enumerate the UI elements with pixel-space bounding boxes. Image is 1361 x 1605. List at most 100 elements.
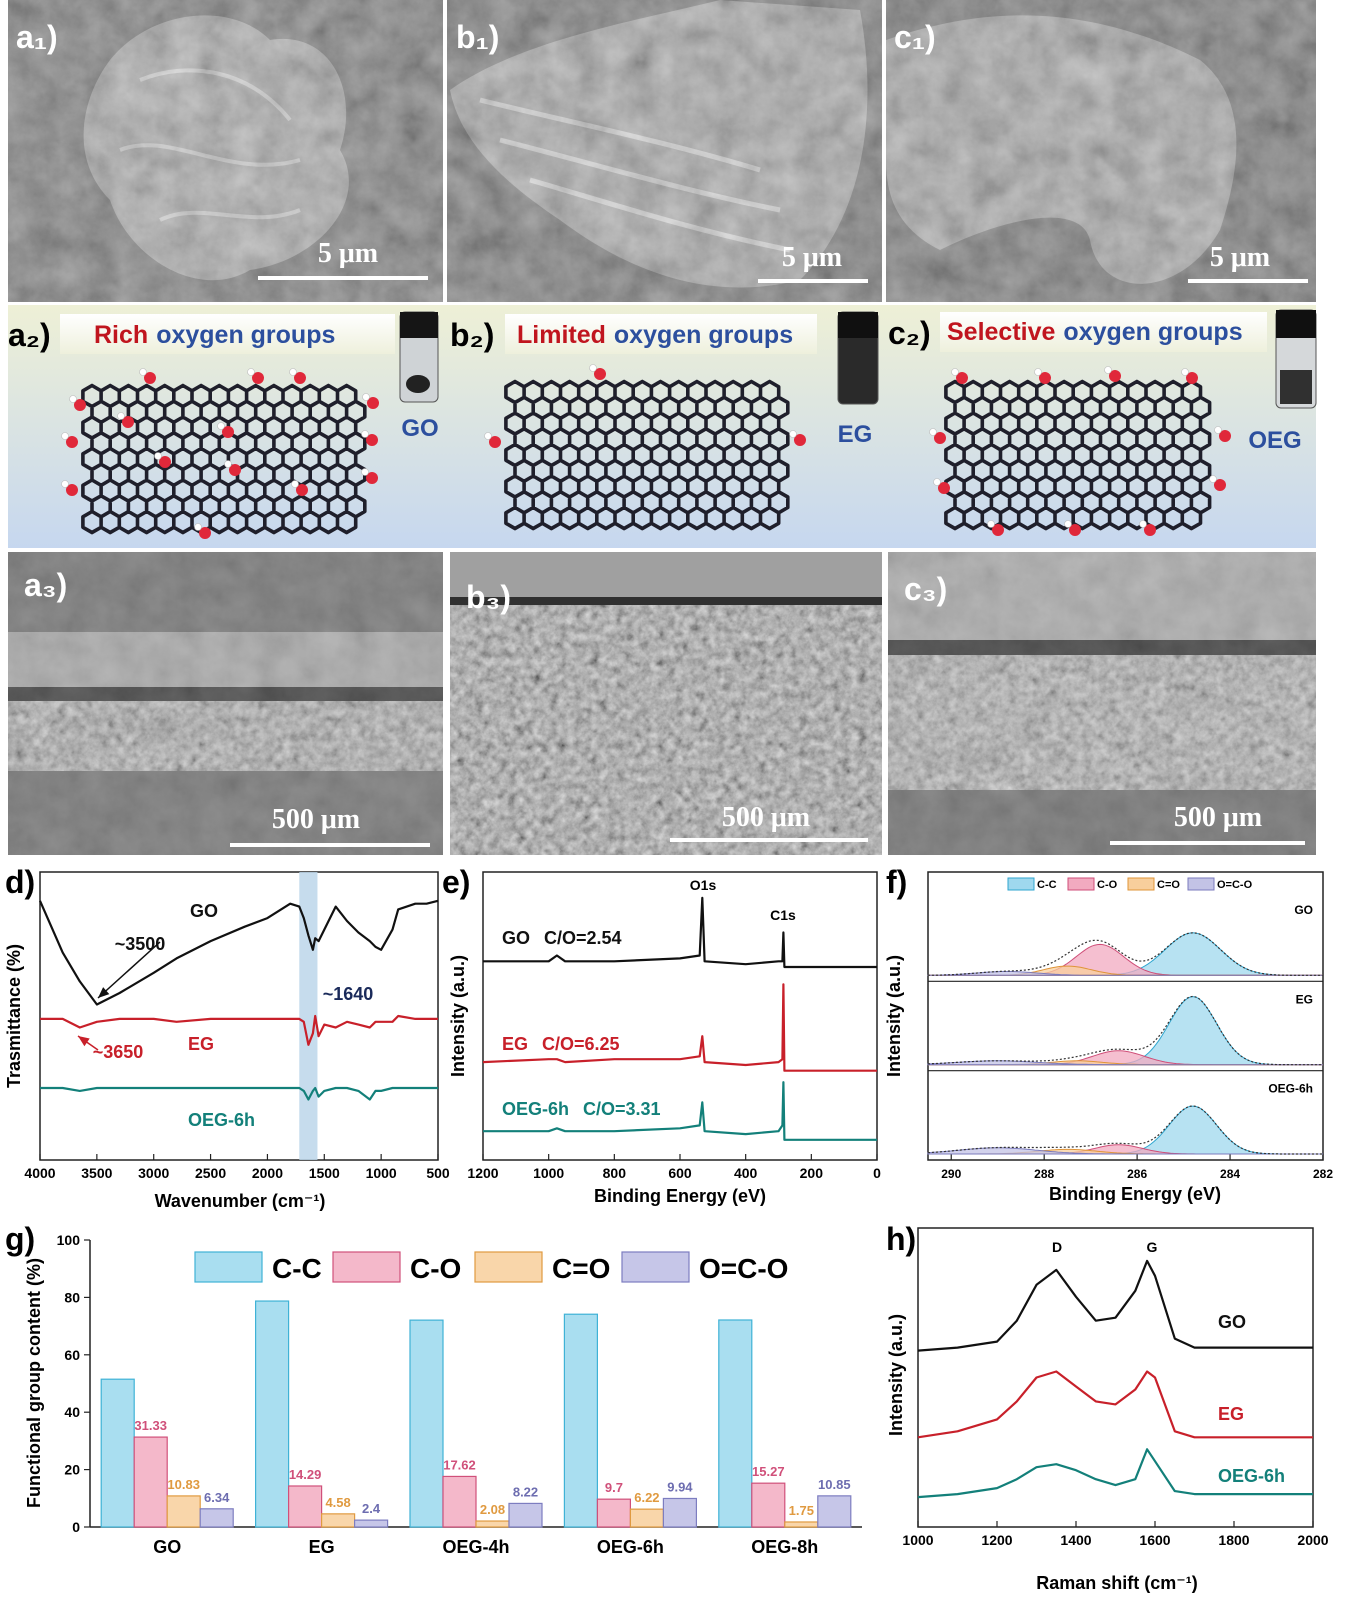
value-label: 2.08	[480, 1502, 505, 1517]
oxygen-atom	[992, 524, 1004, 536]
x-tick-label: 2000	[252, 1165, 283, 1181]
x-tick-label: EG	[309, 1537, 335, 1557]
hydrogen-atom	[789, 430, 797, 438]
oxygen-atom	[1186, 372, 1198, 384]
sem-image	[8, 552, 443, 855]
panel-label: h)	[886, 1221, 916, 1257]
legend-label: C-O	[1097, 879, 1118, 891]
hydrogen-atom	[1181, 368, 1189, 376]
bar	[409, 1319, 444, 1528]
series-name: GO	[190, 901, 218, 921]
series-label: OEG-6h	[1218, 1466, 1285, 1486]
oxygen-atom	[1219, 430, 1231, 442]
title-rest: oxygen groups	[156, 321, 335, 349]
value-label: 9.94	[667, 1479, 693, 1494]
vial	[837, 311, 879, 405]
y-tick-label: 80	[64, 1289, 80, 1305]
series-label: GO	[1218, 1312, 1246, 1332]
series-name: OEG-6h	[188, 1110, 255, 1130]
hydrogen-atom	[1139, 520, 1147, 528]
title-emphasis: Limited	[517, 321, 606, 349]
scale-bar-label: 500 μm	[272, 804, 360, 835]
value-label: 2.4	[362, 1501, 381, 1516]
x-tick-label: 282	[1313, 1167, 1333, 1181]
value-label: 4.58	[325, 1495, 350, 1510]
graphene-lattice	[944, 379, 1212, 531]
bar	[199, 1508, 234, 1528]
hydrogen-atom	[291, 480, 299, 488]
oxygen-atom	[159, 456, 171, 468]
peak-label: C1s	[770, 907, 796, 923]
legend-label: O=C-O	[699, 1253, 788, 1284]
panel-label: g)	[5, 1221, 35, 1257]
oxygen-atom	[489, 436, 501, 448]
bar	[751, 1482, 786, 1528]
bar	[321, 1513, 356, 1528]
oxygen-atom	[1109, 370, 1121, 382]
oxygen-atom	[594, 368, 606, 380]
x-tick-label: 1000	[533, 1165, 564, 1181]
title-emphasis: Rich	[94, 321, 148, 349]
hydrogen-atom	[1214, 426, 1222, 434]
oxygen-atom	[938, 482, 950, 494]
legend-swatch	[474, 1251, 543, 1283]
legend-swatch	[621, 1251, 690, 1283]
oxygen-atom	[144, 372, 156, 384]
series-name: EG	[188, 1034, 214, 1054]
title-emphasis: Selective	[947, 318, 1056, 346]
legend-label: C-O	[410, 1253, 461, 1284]
y-axis-label: Trasmittance (%)	[4, 944, 24, 1088]
series-line	[917, 1259, 1313, 1352]
series-label: GO C/O=2.54	[502, 928, 622, 948]
x-tick-label: 600	[668, 1165, 692, 1181]
hydrogen-atom	[69, 395, 77, 403]
hydrogen-atom	[1034, 368, 1042, 376]
series-name: GO	[1218, 1312, 1246, 1332]
x-axis-label: Wavenumber (cm⁻¹)	[155, 1191, 326, 1211]
oxygen-atom	[229, 464, 241, 476]
hydrogen-atom	[289, 368, 297, 376]
panel-label: c₂)	[888, 315, 931, 351]
x-tick-label: 288	[1034, 1167, 1054, 1181]
legend-swatch	[1067, 877, 1095, 891]
hydrogen-atom	[194, 523, 202, 531]
peak-label: G	[1147, 1239, 1158, 1255]
series-label: OEG-6h	[188, 1110, 255, 1130]
series-label: OEG-6h C/O=3.31	[502, 1099, 661, 1119]
oxygen-atom	[66, 436, 78, 448]
x-tick-label: 4000	[24, 1165, 55, 1181]
oxygen-atom	[296, 484, 308, 496]
hydrogen-atom	[1064, 520, 1072, 528]
x-tick-label: 1000	[902, 1532, 933, 1548]
oxygen-atom	[366, 434, 378, 446]
title-box	[940, 312, 1267, 352]
sem-image	[450, 552, 882, 855]
value-label: 10.83	[167, 1477, 200, 1492]
schematic-title: Limited oxygen groups	[517, 321, 793, 349]
x-tick-label: 1000	[366, 1165, 397, 1181]
value-label: 14.29	[289, 1467, 322, 1482]
x-tick-label: 3500	[81, 1165, 112, 1181]
sample-label: GO	[1294, 903, 1313, 917]
series-name: OEG-6h	[1218, 1466, 1285, 1486]
annotation: ~1640	[323, 984, 374, 1004]
peak-label: O1s	[690, 877, 717, 893]
x-tick-label: OEG-6h	[597, 1537, 664, 1557]
value-label: 10.85	[818, 1477, 851, 1492]
oxygen-atom	[366, 472, 378, 484]
oxygen-atom	[1039, 372, 1051, 384]
fit-envelope	[928, 932, 1323, 976]
panel-label: c₃)	[904, 571, 947, 607]
series-line	[917, 1370, 1313, 1439]
scale-bar-label: 500 μm	[1174, 802, 1262, 833]
oxygen-atom	[199, 527, 211, 539]
legend-label: C=O	[552, 1253, 610, 1284]
panel-label: a₃)	[24, 567, 67, 603]
value-label: 6.22	[634, 1490, 659, 1505]
x-tick-label: 1600	[1139, 1532, 1170, 1548]
series-line	[917, 1448, 1313, 1499]
legend-label: C-C	[1037, 879, 1057, 891]
legend-swatch	[332, 1251, 401, 1283]
y-axis-label: Intensity (a.u.)	[448, 955, 468, 1077]
